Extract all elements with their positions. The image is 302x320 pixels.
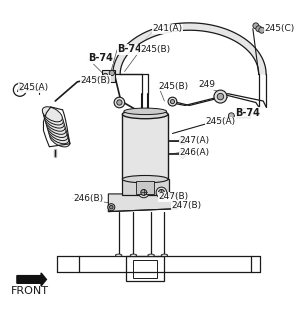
Ellipse shape: [161, 254, 168, 256]
Circle shape: [114, 97, 125, 108]
Ellipse shape: [122, 175, 168, 183]
Text: 247(B): 247(B): [172, 201, 202, 210]
Ellipse shape: [115, 254, 122, 256]
Text: 246(A): 246(A): [179, 148, 209, 157]
Circle shape: [141, 189, 147, 196]
Circle shape: [156, 187, 167, 198]
Circle shape: [253, 23, 259, 29]
Text: A: A: [17, 85, 23, 94]
Ellipse shape: [130, 254, 137, 256]
Ellipse shape: [43, 110, 63, 125]
Ellipse shape: [42, 107, 62, 122]
Circle shape: [256, 26, 262, 32]
Ellipse shape: [44, 113, 64, 128]
Circle shape: [214, 90, 227, 103]
Text: 245(B): 245(B): [159, 82, 189, 91]
Ellipse shape: [47, 123, 67, 138]
Text: 245(B): 245(B): [141, 45, 171, 54]
Circle shape: [103, 73, 108, 79]
Bar: [122, 114, 168, 179]
Circle shape: [179, 137, 186, 144]
Circle shape: [109, 70, 114, 76]
Circle shape: [259, 27, 265, 33]
Text: 245(A): 245(A): [206, 117, 236, 126]
Circle shape: [168, 97, 177, 106]
Bar: [122, 179, 169, 196]
Text: 245(C): 245(C): [265, 24, 295, 33]
Ellipse shape: [46, 119, 66, 134]
Text: 247(A): 247(A): [179, 136, 209, 145]
Circle shape: [138, 187, 149, 198]
Ellipse shape: [49, 129, 69, 144]
Circle shape: [117, 100, 122, 105]
Text: B-74: B-74: [235, 108, 260, 118]
Text: B-74: B-74: [117, 44, 142, 54]
Ellipse shape: [48, 125, 68, 140]
Polygon shape: [17, 273, 47, 286]
Circle shape: [170, 100, 175, 104]
Circle shape: [159, 189, 164, 196]
Circle shape: [13, 83, 26, 96]
Text: FRONT: FRONT: [11, 286, 49, 296]
Bar: [133, 260, 157, 278]
Text: 247(B): 247(B): [159, 192, 189, 201]
Text: 241(A): 241(A): [153, 24, 183, 33]
Ellipse shape: [50, 132, 70, 147]
Ellipse shape: [122, 110, 168, 119]
Polygon shape: [108, 194, 178, 212]
Bar: [102, 70, 115, 82]
Text: 245(A): 245(A): [18, 83, 49, 92]
Polygon shape: [113, 23, 266, 75]
Ellipse shape: [124, 108, 167, 115]
Bar: [137, 181, 154, 194]
Circle shape: [217, 93, 224, 100]
Ellipse shape: [148, 254, 154, 256]
Circle shape: [108, 204, 115, 211]
Circle shape: [179, 151, 186, 158]
Text: 246(B): 246(B): [73, 194, 103, 203]
Text: 245(B): 245(B): [80, 76, 111, 85]
Bar: [126, 256, 164, 281]
Bar: [237, 108, 250, 117]
Ellipse shape: [45, 116, 65, 131]
Text: 249: 249: [198, 80, 215, 89]
Circle shape: [110, 205, 113, 209]
Text: B-74: B-74: [88, 53, 113, 63]
Circle shape: [228, 113, 234, 119]
